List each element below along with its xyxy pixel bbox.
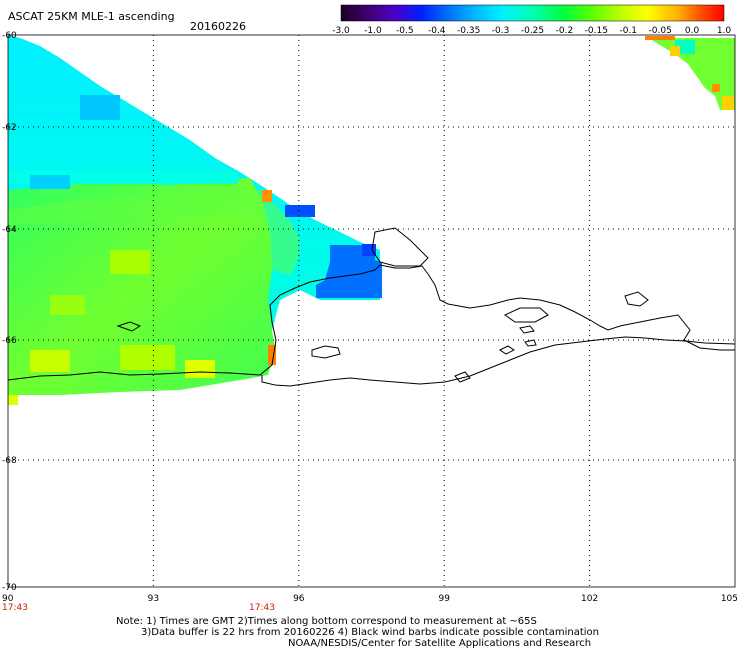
footer-note-3: NOAA/NESDIS/Center for Satellite Applica… [288, 638, 592, 649]
map-frame [7, 34, 736, 588]
colorbar-label: -0.2 [556, 26, 574, 36]
colorbar-label: -1.0 [364, 26, 382, 36]
data-patch-yellow-6 [8, 395, 18, 405]
colorbar-gradient [340, 4, 725, 22]
colorbar-label: -0.1 [619, 26, 637, 36]
island-5 [519, 325, 535, 334]
island-4 [624, 291, 649, 307]
colorbar-label: 0.0 [685, 26, 700, 36]
data-swath-green-upper [8, 185, 300, 275]
data-band-blue-1 [80, 95, 120, 120]
lon-label: 93 [148, 594, 159, 604]
island-8 [524, 339, 537, 347]
lat-label: -66 [2, 336, 17, 346]
island-3 [116, 321, 142, 332]
colorbar-label: -0.05 [649, 26, 672, 36]
lat-label: -60 [2, 31, 17, 41]
lat-label: -70 [2, 583, 17, 593]
lon-label: 102 [581, 594, 598, 604]
coastline-lower [261, 336, 736, 387]
data-corner-yellow-1 [670, 46, 680, 56]
lat-label: -64 [2, 225, 17, 235]
colorbar-label: -0.15 [585, 26, 608, 36]
lon-label: 105 [721, 594, 738, 604]
lon-label: 99 [438, 594, 450, 604]
ice-shelf-outline [371, 227, 429, 267]
data-patch-yellow-2 [120, 345, 175, 370]
island-6 [454, 371, 471, 383]
data-corner-orange-2 [712, 84, 720, 92]
colorbar-label: -0.25 [521, 26, 544, 36]
data-patch-yellow-1 [30, 350, 70, 372]
data-corner-orange-1 [645, 36, 675, 40]
footer-note-1: Note: 1) Times are GMT 2)Times along bot… [116, 616, 537, 627]
colorbar-svg: -3.0 -1.0 -0.5 -0.4 -0.35 -0.3 -0.25 -0.2 -0.15 -… [332, 4, 731, 36]
coastline-main [7, 264, 735, 381]
colorbar: -3.0 -1.0 -0.5 -0.4 -0.35 -0.3 -0.25 -0.2 -0.15 -… [332, 4, 731, 36]
time-label: 17:43 [2, 603, 28, 613]
colorbar-label: -0.3 [492, 26, 510, 36]
lat-label: -62 [2, 123, 17, 133]
lon-label: 90 [2, 594, 14, 604]
data-band-blue-2 [30, 175, 70, 189]
colorbar-label: -0.4 [428, 26, 446, 36]
data-block-blue [316, 245, 382, 298]
data-block-blue-edge [285, 205, 315, 217]
data-patch-orange-2 [262, 190, 272, 202]
island-1 [504, 307, 549, 323]
footer-note-2: 3)Data buffer is 22 hrs from 20160226 4)… [141, 627, 599, 638]
lat-label: -68 [2, 456, 17, 466]
colorbar-label: -0.35 [457, 26, 480, 36]
colorbar-label: -3.0 [332, 26, 350, 36]
colorbar-label: 1.0 [717, 26, 732, 36]
data-block-blue-edge2 [362, 244, 376, 256]
data-patch-orange-1 [268, 345, 276, 365]
colorbar-label: -0.5 [396, 26, 414, 36]
data-corner-yellow-2 [722, 96, 734, 110]
product-title: ASCAT 25KM MLE-1 ascending [8, 10, 175, 23]
data-patch-yellow-3 [185, 360, 215, 378]
island-7 [499, 345, 515, 355]
island-2 [311, 345, 341, 359]
product-date: 20160226 [190, 20, 246, 33]
data-swath-green [8, 178, 275, 395]
data-patch-yellow-5 [50, 295, 85, 315]
lon-label: 96 [293, 594, 305, 604]
time-label: 17:43 [249, 603, 275, 613]
data-patch-yellow-4 [110, 250, 150, 274]
